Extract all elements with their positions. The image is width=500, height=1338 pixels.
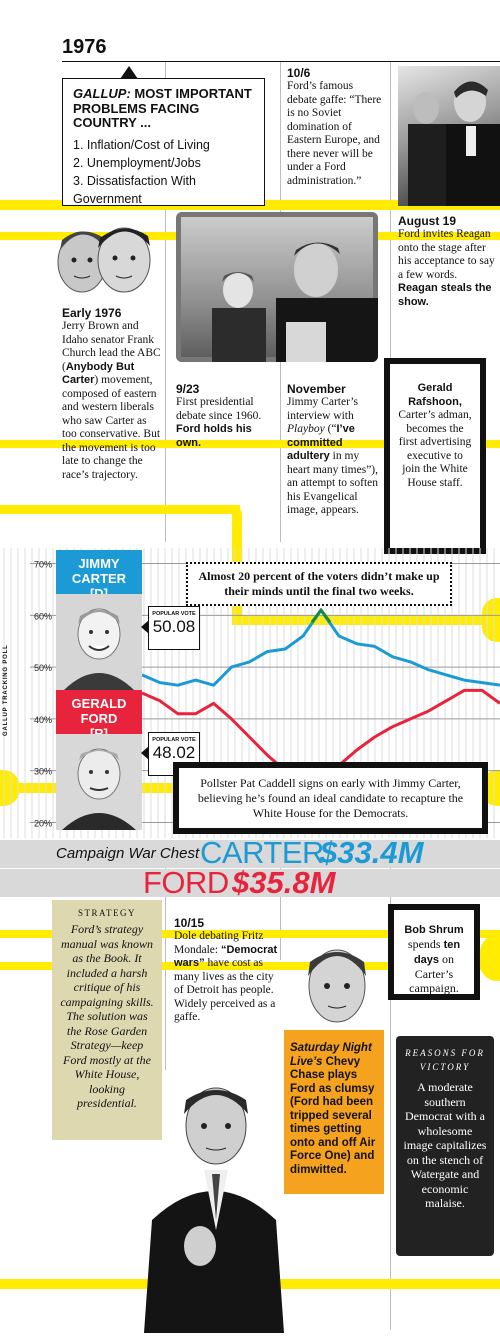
event-text: Ford invites Reagan onto the stage after… xyxy=(398,228,495,308)
gallup-box: GALLUP: MOST IMPORTANT PROBLEMS FACING C… xyxy=(62,78,265,206)
event-early-1976: Early 1976 Jerry Brown and Idaho senator… xyxy=(62,306,162,482)
ford-portrait xyxy=(56,734,142,830)
event-aug-19: August 19 Ford invites Reagan onto the s… xyxy=(398,214,498,309)
event-text: Ford’s famous debate gaffe: “There is no… xyxy=(287,80,382,187)
undecided-note: Almost 20 percent of the voters didn’t m… xyxy=(186,562,452,606)
timeline-highlight xyxy=(0,505,240,514)
war-chest-label: Campaign War Chest xyxy=(56,845,200,862)
vote-label: POPULAR VOTE xyxy=(152,737,196,743)
y-tick-label: 30% xyxy=(34,767,52,777)
caddell-box: Pollster Pat Caddell signs on early with… xyxy=(173,762,488,834)
header-rule xyxy=(62,61,500,62)
y-tick-label: 70% xyxy=(34,560,52,570)
event-text: Jimmy Carter’s interview with Playboy (“… xyxy=(287,396,379,516)
gallup-list: 1. Inflation/Cost of Living 2. Unemploym… xyxy=(73,136,256,208)
event-text: First presidential debate since 1960. Fo… xyxy=(176,396,262,449)
ford-name: GERALD FORD xyxy=(71,696,127,726)
event-november: November Jimmy Carter’s interview with P… xyxy=(287,382,383,518)
event-date: August 19 xyxy=(398,214,457,228)
war-chest-carter-band: Campaign War Chest CARTER $33.4M xyxy=(0,835,500,870)
divider xyxy=(390,62,391,542)
strategy-box: STRATEGY Ford’s strategy manual was know… xyxy=(52,900,162,1140)
timeline-highlight xyxy=(232,615,500,625)
peak-marker xyxy=(310,607,332,624)
ford-card: GERALD FORD [R] xyxy=(56,690,142,830)
brown-church-photo xyxy=(48,214,158,314)
timeline-highlight xyxy=(0,962,500,970)
timeline-highlight xyxy=(0,770,20,806)
reasons-text: A moderate southern Democrat with a whol… xyxy=(403,1080,487,1210)
divider xyxy=(390,860,391,1330)
dole-photo xyxy=(144,1070,284,1333)
timeline-highlight xyxy=(0,440,500,448)
callout-pointer xyxy=(120,66,138,79)
event-date: November xyxy=(287,382,346,396)
gallup-item: 1. Inflation/Cost of Living xyxy=(73,137,210,152)
timeline-highlight xyxy=(480,935,500,981)
war-chest-ford-amount: $35.8M xyxy=(232,865,336,900)
gallup-item: 3. Dissatisfaction With Government xyxy=(73,173,196,206)
carter-card: JIMMY CARTER [D] xyxy=(56,550,142,690)
chevy-chase-photo xyxy=(292,938,382,1028)
chevy-chase-photo-art xyxy=(308,949,366,1023)
snl-box: Saturday Night Live’s Chevy Chase plays … xyxy=(284,1030,384,1194)
vote-label: POPULAR VOTE xyxy=(152,611,196,617)
event-date: 10/15 xyxy=(174,916,205,930)
event-oct-15: 10/15 Dole debating Fritz Mondale: “Demo… xyxy=(174,916,278,1025)
strategy-text: Ford’s strategy manual was known as the … xyxy=(60,922,154,1110)
ford-popular-vote: 48.02 xyxy=(152,743,196,762)
shrum-box: Bob Shrum spends ten days on Carter’s ca… xyxy=(388,904,480,1000)
callout-pointer xyxy=(141,746,149,760)
divider xyxy=(280,860,281,960)
event-date: 10/6 xyxy=(287,66,311,80)
timeline-highlight xyxy=(0,930,500,938)
event-text: Jerry Brown and Idaho senator Frank Chur… xyxy=(62,320,161,481)
divider xyxy=(165,62,166,542)
ford-reagan-photo xyxy=(398,66,500,206)
ford-reagan-photo-art xyxy=(408,81,500,206)
rafshoon-box: Gerald Rafshoon, Carter’s adman, becomes… xyxy=(384,358,486,554)
gallup-item: 2. Unemployment/Jobs xyxy=(73,155,201,170)
event-sep-23: 9/23 First presidential debate since 196… xyxy=(176,382,274,450)
y-tick-label: 20% xyxy=(34,818,52,828)
brown-church-photo-art xyxy=(57,227,151,293)
event-date: Early 1976 xyxy=(62,306,122,320)
event-oct-6: 10/6 Ford’s famous debate gaffe: “There … xyxy=(287,66,385,188)
war-chest-ford: FORD xyxy=(143,865,229,900)
event-text: Dole debating Fritz Mondale: “Democrat w… xyxy=(174,930,278,1023)
war-chest-carter-amount: $33.4M xyxy=(320,835,424,870)
y-tick-label: 40% xyxy=(34,715,52,725)
gallup-title: GALLUP: MOST IMPORTANT PROBLEMS FACING C… xyxy=(73,86,252,130)
year-label: 1976 xyxy=(62,36,107,58)
war-chest-ford-band: FORD $35.8M xyxy=(0,865,500,900)
reasons-heading: REASONS FOR VICTORY xyxy=(405,1048,485,1072)
callout-pointer xyxy=(141,620,149,634)
reasons-box: REASONS FOR VICTORY A moderate southern … xyxy=(396,1036,494,1256)
y-axis-label: GALLUP TRACKING POLL xyxy=(3,644,9,736)
y-tick-label: 60% xyxy=(34,611,52,621)
dole-photo-art xyxy=(144,1087,284,1333)
event-date: 9/23 xyxy=(176,382,200,396)
war-chest-carter: CARTER xyxy=(200,835,324,870)
carter-portrait xyxy=(56,594,142,690)
debate-photo xyxy=(176,212,378,362)
carter-vote-box: POPULAR VOTE 50.08 xyxy=(148,606,200,650)
debate-photo-art xyxy=(176,212,378,362)
carter-name: JIMMY CARTER xyxy=(71,556,127,586)
y-tick-label: 50% xyxy=(34,663,52,673)
strategy-heading: STRATEGY xyxy=(77,908,136,918)
carter-popular-vote: 50.08 xyxy=(152,617,196,636)
